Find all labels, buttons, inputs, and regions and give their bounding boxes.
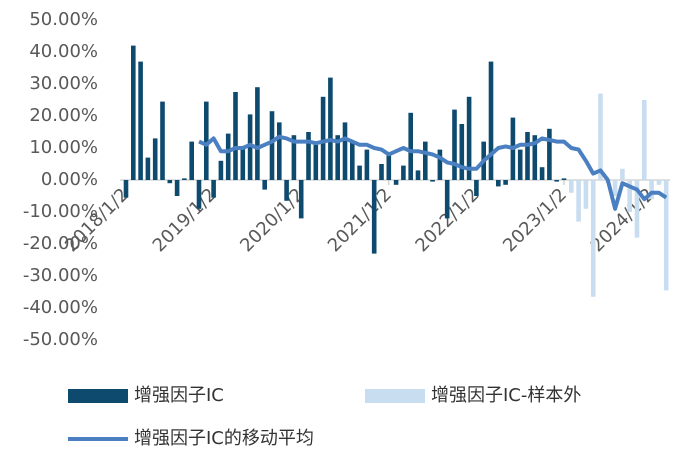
bar (291, 135, 297, 180)
y-tick-label: 0.00% (41, 169, 98, 190)
bar (196, 180, 202, 209)
bar (437, 149, 443, 180)
y-tick-label: 20.00% (29, 105, 98, 126)
bar (430, 180, 435, 182)
bar (160, 101, 165, 180)
bar (517, 149, 523, 180)
bar (554, 180, 559, 182)
bar (576, 180, 581, 222)
bar (182, 178, 187, 180)
bar (357, 165, 362, 180)
bar (189, 141, 194, 180)
legend-label: 增强因子IC的移动平均 (134, 428, 314, 449)
bar (459, 124, 465, 180)
bar (656, 180, 662, 185)
bar (444, 180, 450, 219)
bar (174, 180, 180, 196)
y-tick-label: 40.00% (29, 41, 98, 62)
bar (569, 180, 574, 193)
bar (663, 180, 669, 291)
y-tick-label: -10.00% (23, 201, 98, 222)
bar (262, 180, 267, 190)
bar (131, 45, 136, 180)
bar (350, 141, 355, 180)
bar (167, 180, 173, 184)
bar (583, 180, 589, 209)
bar (496, 180, 501, 187)
bar (218, 160, 224, 180)
bar (342, 122, 348, 180)
bar (627, 180, 632, 212)
bar (255, 87, 260, 180)
bar (525, 132, 530, 180)
bar (240, 148, 246, 180)
bar (152, 138, 158, 180)
bar (298, 180, 304, 219)
bar (539, 167, 545, 180)
bar (211, 180, 216, 198)
bar (138, 61, 143, 180)
bar (503, 180, 508, 185)
legend-swatch (365, 389, 425, 403)
bar (598, 93, 603, 180)
bar (612, 180, 618, 196)
bar (306, 132, 311, 180)
bar (408, 112, 413, 180)
bar (561, 178, 567, 180)
bar (423, 141, 428, 180)
bar (620, 168, 625, 180)
y-tick-label: -50.00% (23, 329, 98, 350)
x-tick-label: 2023/1/2 (499, 184, 571, 256)
legend-swatch (68, 389, 128, 403)
y-tick-label: 10.00% (29, 137, 98, 158)
x-tick-label: 2020/1/2 (236, 184, 308, 256)
bar (204, 101, 209, 180)
bar (269, 111, 275, 180)
x-tick-label: 2019/1/2 (149, 184, 221, 256)
bar (225, 133, 231, 180)
bar (233, 92, 238, 180)
bar (547, 128, 552, 180)
bar (320, 96, 326, 180)
bar (386, 154, 392, 180)
bar (145, 157, 151, 180)
y-tick-label: 50.00% (29, 9, 98, 30)
bar (474, 180, 479, 196)
bar (634, 180, 640, 238)
y-tick-label: -30.00% (23, 265, 98, 286)
bar (401, 165, 406, 180)
bar (532, 135, 538, 180)
bar (393, 180, 399, 185)
line (198, 134, 668, 211)
bar (335, 135, 340, 180)
bar (371, 180, 377, 254)
bar (415, 170, 421, 180)
x-tick-label: 2021/1/2 (324, 184, 396, 256)
bar (379, 164, 384, 180)
bar (364, 149, 370, 180)
bar (123, 180, 129, 198)
y-tick-label: -40.00% (23, 297, 98, 318)
bar (590, 180, 596, 297)
bar (284, 180, 289, 201)
y-tick-label: -20.00% (23, 233, 98, 254)
bar (466, 96, 472, 180)
bar (488, 61, 494, 180)
legend-label: 增强因子IC-样本外 (431, 385, 581, 406)
bar (328, 77, 333, 180)
y-tick-label: 30.00% (29, 73, 98, 94)
bar (452, 109, 457, 180)
bar (642, 100, 647, 180)
bar (247, 114, 253, 180)
bar (649, 180, 654, 200)
bar (277, 122, 282, 180)
bar (313, 144, 319, 180)
legend-label: 增强因子IC (134, 385, 224, 406)
